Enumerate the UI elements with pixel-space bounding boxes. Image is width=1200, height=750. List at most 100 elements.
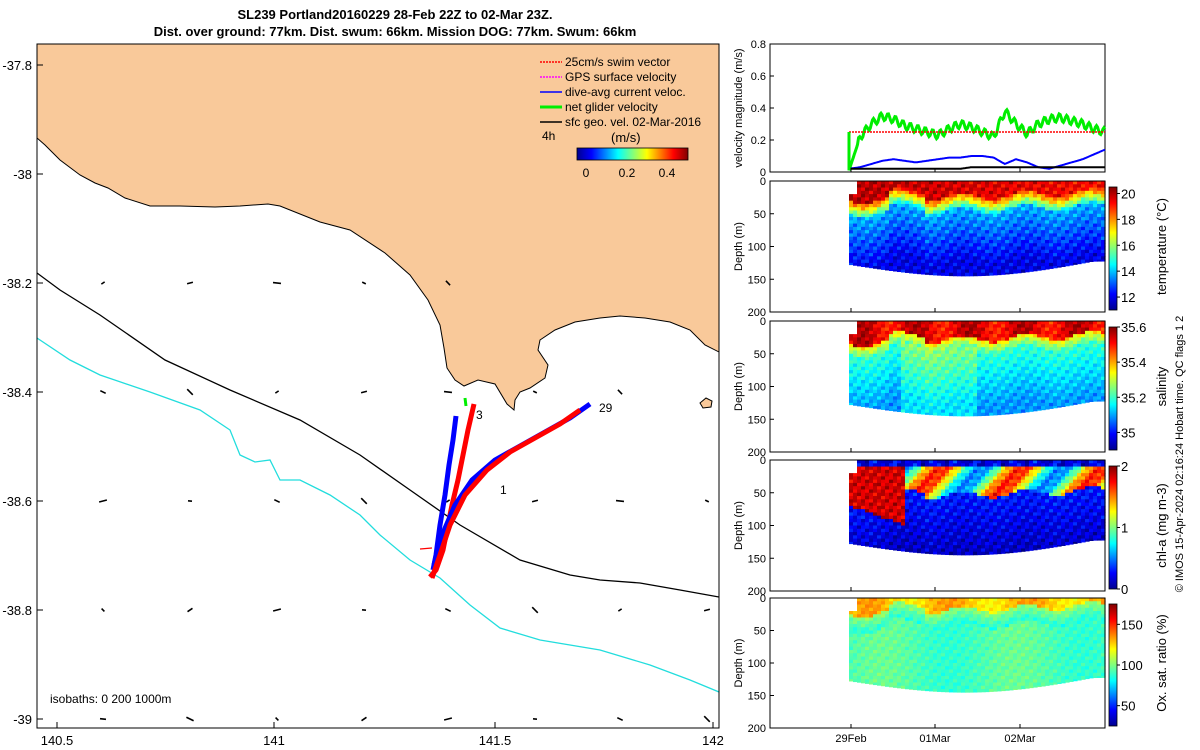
speed-colorbar-tick: 0.2 (619, 166, 636, 180)
section-cell (881, 486, 886, 491)
section-cell (1057, 246, 1062, 251)
section-cell (1085, 373, 1090, 378)
section-cell (985, 187, 990, 192)
section-cell (1029, 239, 1034, 244)
section-cell (985, 203, 990, 208)
section-cell (969, 393, 974, 397)
section-cell (1009, 476, 1014, 481)
section-cell (969, 370, 974, 374)
section-cell (921, 321, 926, 325)
section-cell (953, 363, 958, 368)
section-cell (1009, 266, 1014, 271)
section-cell (965, 210, 970, 215)
section-cell (973, 499, 978, 504)
section-cell (913, 200, 918, 205)
section-cell (1041, 337, 1046, 342)
section-cell (1077, 213, 1082, 218)
section-cell (973, 522, 978, 527)
section-cell (897, 262, 902, 267)
section-cell (921, 213, 926, 218)
section-cell (873, 239, 878, 244)
section-cell (905, 376, 910, 381)
section-cell (1013, 200, 1018, 205)
velocity-series-line (849, 166, 1105, 170)
section-cell (941, 463, 946, 468)
section-cell (941, 512, 946, 517)
section-cell (981, 233, 986, 238)
section-cell (1061, 266, 1066, 267)
section-cell (901, 239, 906, 244)
section-cell (1009, 203, 1014, 208)
section-cell (1013, 486, 1018, 491)
section-cell (965, 324, 970, 329)
section-cell (989, 360, 994, 365)
section-cell (1057, 327, 1062, 332)
section-cell (865, 496, 870, 500)
section-cell (993, 194, 998, 198)
section-cell (1017, 340, 1022, 345)
section-cell (937, 217, 942, 221)
section-cell (881, 340, 886, 345)
section-cell (929, 486, 934, 491)
section-cell (921, 200, 926, 205)
section-cell (937, 353, 942, 358)
section-cell (1041, 210, 1046, 215)
section-cell (861, 187, 866, 192)
section-cell (1005, 321, 1010, 325)
section-cell (949, 399, 954, 404)
section-cell (869, 399, 874, 404)
section-cell (1053, 256, 1058, 261)
section-cell (989, 200, 994, 205)
section-cell (957, 203, 962, 208)
section-cell (949, 499, 954, 504)
section-cell (1049, 393, 1054, 397)
section-cell (909, 223, 914, 228)
section-cell (1025, 236, 1030, 241)
section-cell (937, 190, 942, 195)
section-cell (873, 541, 878, 546)
section-cell (893, 327, 898, 332)
section-cell (1037, 187, 1042, 192)
section-cell (1033, 269, 1038, 272)
section-cell (1069, 194, 1074, 198)
section-cell (989, 541, 994, 546)
section-cell (981, 496, 986, 500)
section-cell (1053, 184, 1058, 189)
section-cell (897, 230, 902, 235)
section-cell (993, 226, 998, 231)
section-cell (1013, 343, 1018, 348)
section-cell (1037, 262, 1042, 267)
section-cell (1089, 181, 1094, 185)
section-cell (1041, 340, 1046, 345)
section-cell (889, 476, 894, 481)
section-cell (1005, 460, 1010, 464)
section-cell (965, 253, 970, 257)
section-cell (1037, 243, 1042, 248)
section-cell (917, 340, 922, 345)
section-cell (1061, 389, 1066, 394)
section-cell (997, 469, 1002, 474)
section-cell (877, 327, 882, 332)
section-cell (1009, 253, 1014, 257)
section-cell (1029, 386, 1034, 391)
section-cell (949, 266, 954, 271)
section-cell (865, 535, 870, 540)
section-cell (941, 220, 946, 225)
section-cell (1029, 327, 1034, 332)
section-cell (889, 343, 894, 348)
section-cell (1081, 220, 1086, 225)
section-cell (953, 347, 958, 352)
section-cell (1085, 256, 1090, 261)
section-cell (1085, 236, 1090, 241)
section-cell (1037, 233, 1042, 238)
section-cell (1009, 190, 1014, 195)
section-cell (1001, 373, 1006, 378)
section-cell (1009, 466, 1014, 471)
section-cell (909, 239, 914, 244)
section-cell (977, 226, 982, 231)
section-cell (941, 373, 946, 378)
section-cell (989, 220, 994, 225)
section-cell (873, 236, 878, 241)
section-cell (1077, 236, 1082, 241)
section-cell (933, 190, 938, 195)
